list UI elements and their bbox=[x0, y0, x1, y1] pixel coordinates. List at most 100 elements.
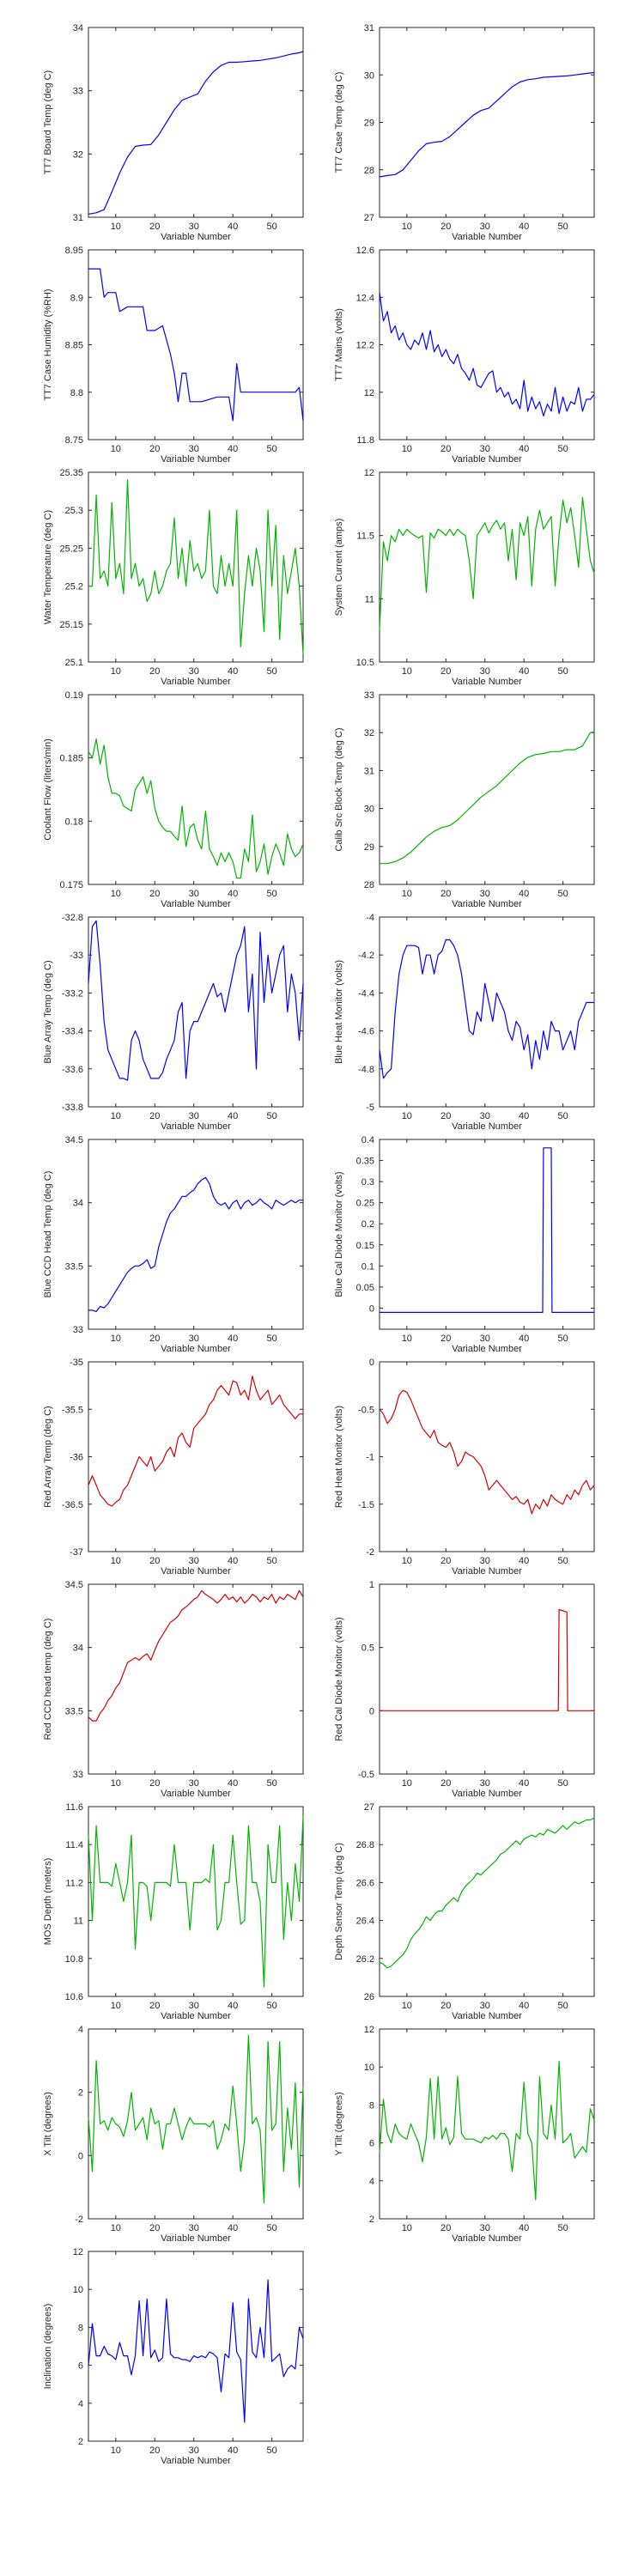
y-tick-label: -35.5 bbox=[62, 1405, 83, 1415]
y-tick-label: 33.5 bbox=[65, 1261, 83, 1272]
x-tick-label: 20 bbox=[149, 2001, 160, 2011]
x-tick-label: 50 bbox=[558, 1111, 568, 1121]
series-line bbox=[380, 731, 595, 865]
x-tick-label: 40 bbox=[228, 1556, 238, 1566]
series-line bbox=[88, 738, 304, 879]
series-line bbox=[88, 920, 304, 1081]
y-tick-label: 8.8 bbox=[70, 388, 83, 398]
x-tick-label: 30 bbox=[189, 222, 199, 232]
chart-4: 11.8 12 12.2 12.4 12.6 10 20 30 40 50 Variable Num… bbox=[334, 246, 595, 465]
x-axis-label: Variable Number bbox=[161, 1789, 231, 1799]
x-tick-label: 20 bbox=[149, 666, 160, 677]
y-tick-label: 11.5 bbox=[356, 532, 374, 542]
x-tick-label: 50 bbox=[558, 889, 568, 899]
y-tick-label: 0.05 bbox=[356, 1283, 374, 1293]
y-tick-label: 0.25 bbox=[356, 1199, 374, 1209]
x-tick-label: 30 bbox=[189, 2223, 199, 2233]
x-tick-label: 40 bbox=[228, 2001, 238, 2011]
y-axis-label: TT7 Board Temp (deg C) bbox=[43, 70, 53, 174]
series-line bbox=[379, 496, 595, 631]
x-tick-label: 30 bbox=[189, 1778, 199, 1789]
x-tick-label: 30 bbox=[480, 1334, 490, 1344]
series-line bbox=[88, 2034, 304, 2204]
y-tick-label: -37 bbox=[70, 1547, 83, 1558]
x-tick-label: 40 bbox=[519, 2001, 529, 2011]
x-tick-label: 50 bbox=[558, 1556, 568, 1566]
y-tick-label: -33 bbox=[70, 951, 83, 961]
y-tick-label: 32 bbox=[73, 149, 83, 160]
y-tick-label: 6 bbox=[78, 2361, 83, 2372]
x-axis-label: Variable Number bbox=[161, 454, 231, 465]
x-tick-label: 30 bbox=[480, 889, 490, 899]
y-axis-label: TT7 Mains (volts) bbox=[334, 308, 344, 381]
x-tick-label: 10 bbox=[111, 1111, 121, 1121]
x-tick-label: 20 bbox=[149, 2223, 160, 2233]
y-tick-label: 11 bbox=[74, 1917, 83, 1927]
y-tick-label: 4 bbox=[369, 2177, 374, 2187]
y-tick-label: -4.4 bbox=[358, 988, 374, 999]
y-tick-label: 0.3 bbox=[361, 1177, 374, 1188]
x-tick-label: 50 bbox=[267, 2001, 277, 2011]
x-tick-label: 30 bbox=[480, 2223, 490, 2233]
x-tick-label: 10 bbox=[402, 444, 412, 454]
x-axis-label: Variable Number bbox=[452, 1344, 522, 1354]
x-tick-label: 10 bbox=[111, 2445, 121, 2456]
x-tick-label: 40 bbox=[228, 889, 238, 899]
y-tick-label: -0.5 bbox=[358, 1770, 374, 1780]
y-tick-label: 10.5 bbox=[356, 658, 374, 668]
y-tick-label: 29 bbox=[364, 842, 374, 853]
y-tick-label: 0 bbox=[78, 2151, 83, 2161]
x-axis-label: Variable Number bbox=[161, 232, 231, 242]
plot-frame bbox=[379, 916, 595, 1108]
y-tick-label: 0.2 bbox=[361, 1219, 374, 1230]
y-tick-label: 0 bbox=[369, 1358, 374, 1368]
plot-frame bbox=[88, 1806, 304, 1997]
plot-frame bbox=[379, 1361, 595, 1552]
x-axis-label: Variable Number bbox=[452, 232, 522, 242]
y-tick-label: 12.2 bbox=[356, 341, 374, 351]
plot-frame bbox=[88, 916, 304, 1108]
y-tick-label: 34 bbox=[73, 1643, 83, 1654]
x-tick-label: 40 bbox=[228, 1334, 238, 1344]
x-tick-label: 40 bbox=[228, 2445, 238, 2456]
y-tick-label: 11.2 bbox=[65, 1878, 83, 1888]
chart-18: 26 26.2 26.4 26.6 26.8 27 10 20 30 40 50 Variable N… bbox=[334, 1802, 595, 2021]
series-line bbox=[88, 1176, 303, 1313]
x-axis-label: Variable Number bbox=[161, 2233, 231, 2244]
y-tick-label: -2 bbox=[75, 2215, 83, 2225]
x-tick-label: 30 bbox=[189, 1111, 199, 1121]
series-line bbox=[88, 51, 304, 215]
y-axis-label: Blue Heat Monitor (volts) bbox=[334, 960, 344, 1064]
y-tick-label: -33.6 bbox=[62, 1065, 83, 1075]
x-tick-label: 40 bbox=[228, 666, 238, 677]
x-tick-label: 10 bbox=[402, 1111, 412, 1121]
x-tick-label: 10 bbox=[111, 1334, 121, 1344]
y-axis-label: TT7 Case Humidity (%RH) bbox=[43, 289, 53, 400]
x-tick-label: 20 bbox=[440, 2223, 451, 2233]
x-tick-label: 10 bbox=[402, 1556, 412, 1566]
chart-19: -2 0 2 4 10 20 30 40 50 Variable Number X Tilt (de… bbox=[43, 2025, 304, 2244]
chart-6: 10.5 11 11.5 12 10 20 30 40 50 Variable Number Sys… bbox=[334, 468, 595, 687]
x-tick-label: 20 bbox=[440, 1111, 451, 1121]
x-tick-label: 30 bbox=[189, 889, 199, 899]
y-tick-label: 11.4 bbox=[65, 1840, 83, 1850]
plot-frame bbox=[379, 1583, 595, 1775]
x-tick-label: 50 bbox=[558, 1334, 568, 1344]
x-axis-label: Variable Number bbox=[452, 1789, 522, 1799]
y-tick-label: 26 bbox=[364, 1992, 374, 2002]
x-tick-label: 50 bbox=[558, 2001, 568, 2011]
y-tick-label: -1.5 bbox=[358, 1500, 374, 1510]
plot-frame bbox=[88, 1583, 304, 1775]
plot-frame bbox=[379, 1806, 595, 1997]
chart-3: 8.75 8.8 8.85 8.9 8.95 10 20 30 40 50 Variable Num… bbox=[43, 246, 304, 465]
x-axis-label: Variable Number bbox=[452, 2011, 522, 2021]
y-axis-label: TT7 Case Temp (deg C) bbox=[334, 72, 344, 173]
x-tick-label: 10 bbox=[111, 222, 121, 232]
chart-2: 27 28 29 30 31 10 20 30 40 50 Variable Number TT7 C… bbox=[334, 23, 595, 242]
x-axis-label: Variable Number bbox=[452, 2233, 522, 2244]
y-tick-label: 31 bbox=[364, 23, 374, 33]
x-tick-label: 10 bbox=[111, 889, 121, 899]
x-tick-label: 40 bbox=[519, 444, 529, 454]
y-tick-label: 10.6 bbox=[65, 1992, 83, 2002]
x-tick-label: 50 bbox=[558, 222, 568, 232]
